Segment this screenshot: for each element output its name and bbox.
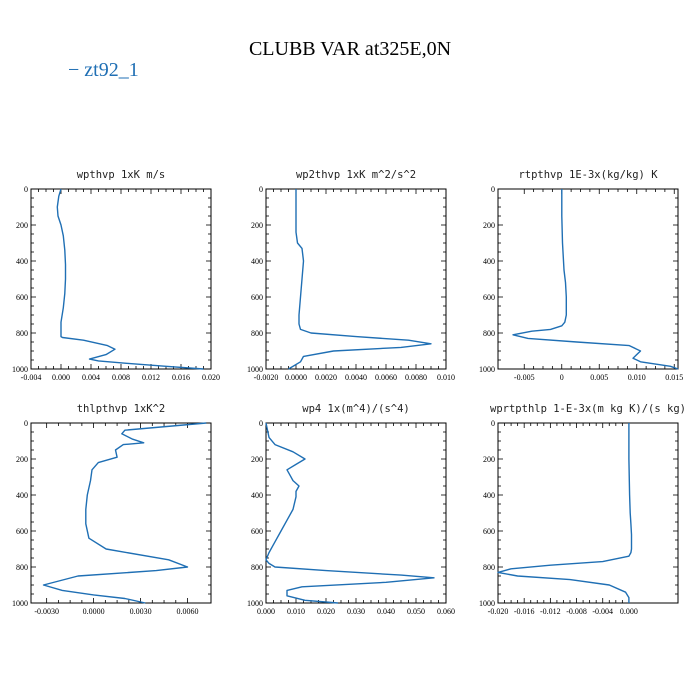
x-tick-label: 0.050 (407, 607, 425, 616)
panel-6: wprtpthlp 1-E-3x(m kg K)/(s kg) -0.020 -0.… (479, 403, 686, 616)
series-line-zt92-1 (265, 422, 435, 604)
x-tick-label: -0.008 (566, 607, 587, 616)
y-tick-label: 600 (483, 293, 495, 302)
x-tick-label: 0.0000 (285, 373, 307, 382)
y-tick-label: 600 (483, 527, 495, 536)
panel-title: wp4 1x(m^4)/(s^4) (302, 403, 409, 415)
y-tick-label: 1000 (479, 599, 495, 608)
y-tick-label: 1000 (12, 599, 28, 608)
y-tick-label: 200 (483, 455, 495, 464)
x-tick-label: 0.000 (257, 607, 275, 616)
plot-frame (497, 188, 679, 370)
x-tick-label: 0.0030 (130, 607, 152, 616)
x-tick-label: 0 (560, 373, 564, 382)
x-tick-label: 0.0060 (177, 607, 199, 616)
y-tick-label: 600 (16, 293, 28, 302)
panel-3: rtpthvp 1E-3x(kg/kg) K -0.005 0 0.005 0.010 0… (479, 169, 683, 382)
x-tick-label: 0.015 (665, 373, 683, 382)
series-line-zt92-1 (512, 189, 679, 370)
x-tick-label: 0.0060 (375, 373, 397, 382)
legend: − zt92_1 (68, 59, 139, 81)
figure-title: CLUBB VAR at325E,0N (249, 38, 451, 60)
x-tick-label: 0.016 (172, 373, 190, 382)
y-tick-label: 400 (16, 491, 28, 500)
x-tick-label: 0.010 (287, 607, 305, 616)
panel-2: wp2thvp 1xK m^2/s^2 -0.0020 0.0000 0.0020 0.… (247, 169, 455, 382)
x-tick-label: 0.0080 (405, 373, 427, 382)
y-tick-label: 800 (483, 329, 495, 338)
x-tick-label: 0.004 (82, 373, 100, 382)
panel-grid: wpthvp 1xK m/s -0.004 0.000 0.004 0.008 0.012… (12, 169, 686, 616)
x-tick-label: 0.0000 (83, 607, 105, 616)
series-line-zt92-1 (42, 422, 207, 604)
y-tick-label: 400 (251, 257, 263, 266)
series-line-zt92-1 (497, 423, 633, 603)
series-line-zt92-1 (56, 188, 204, 370)
panel-5: wp4 1x(m^4)/(s^4) 0.000 0.010 0.020 0.030 0.0… (247, 403, 455, 616)
y-tick-label: 400 (483, 257, 495, 266)
y-tick-label: 200 (251, 455, 263, 464)
y-tick-label: 800 (16, 329, 28, 338)
y-tick-label: 1000 (247, 599, 263, 608)
y-tick-label: 1000 (479, 365, 495, 374)
x-tick-label: 0.060 (437, 607, 455, 616)
x-tick-label: -0.0030 (34, 607, 59, 616)
y-tick-label: 200 (16, 455, 28, 464)
y-tick-label: 0 (24, 185, 28, 194)
y-tick-label: 0 (491, 419, 495, 428)
y-tick-label: 800 (16, 563, 28, 572)
panel-title: wpthvp 1xK m/s (77, 169, 166, 181)
y-tick-label: 800 (251, 563, 263, 572)
panel-title: wp2thvp 1xK m^2/s^2 (296, 169, 416, 181)
x-tick-label: 0.005 (590, 373, 608, 382)
series-line-zt92-1 (288, 189, 432, 370)
y-tick-label: 600 (251, 527, 263, 536)
x-tick-label: 0.0040 (345, 373, 367, 382)
y-tick-label: 200 (251, 221, 263, 230)
x-tick-label: 0.010 (628, 373, 646, 382)
x-tick-label: 0.020 (317, 607, 335, 616)
x-tick-label: 0.000 (620, 607, 638, 616)
x-tick-label: -0.004 (21, 373, 42, 382)
x-tick-label: -0.004 (592, 607, 613, 616)
panel-title: rtpthvp 1E-3x(kg/kg) K (518, 169, 658, 181)
x-tick-label: -0.0020 (254, 373, 279, 382)
panel-4: thlpthvp 1xK^2 -0.0030 0.0000 0.0030 0.0060 0… (12, 403, 212, 616)
x-tick-label: -0.016 (514, 607, 535, 616)
x-tick-label: 0.020 (202, 373, 220, 382)
y-tick-label: 600 (16, 527, 28, 536)
y-tick-label: 200 (16, 221, 28, 230)
plot-frame (30, 422, 212, 604)
y-tick-label: 400 (251, 491, 263, 500)
y-tick-label: 400 (483, 491, 495, 500)
panel-1: wpthvp 1xK m/s -0.004 0.000 0.004 0.008 0.012… (12, 169, 220, 382)
y-tick-label: 0 (491, 185, 495, 194)
y-tick-label: 0 (259, 419, 263, 428)
y-tick-label: 800 (251, 329, 263, 338)
x-tick-label: -0.012 (540, 607, 561, 616)
x-tick-label: 0.030 (347, 607, 365, 616)
x-tick-label: 0.040 (377, 607, 395, 616)
x-tick-label: 0.0020 (315, 373, 337, 382)
legend-entry-zt92-1: − zt92_1 (68, 59, 139, 81)
x-tick-label: 0.010 (437, 373, 455, 382)
y-tick-label: 1000 (12, 365, 28, 374)
panel-title: wprtpthlp 1-E-3x(m kg K)/(s kg) (490, 403, 686, 415)
y-tick-label: 600 (251, 293, 263, 302)
y-tick-label: 400 (16, 257, 28, 266)
y-tick-label: 800 (483, 563, 495, 572)
panel-title: thlpthvp 1xK^2 (77, 403, 166, 415)
x-tick-label: 0.008 (112, 373, 130, 382)
x-tick-label: 0.000 (52, 373, 70, 382)
x-tick-label: -0.005 (514, 373, 535, 382)
x-tick-label: 0.012 (142, 373, 160, 382)
y-tick-label: 0 (24, 419, 28, 428)
y-tick-label: 1000 (247, 365, 263, 374)
y-tick-label: 200 (483, 221, 495, 230)
x-tick-label: -0.020 (488, 607, 509, 616)
y-tick-label: 0 (259, 185, 263, 194)
